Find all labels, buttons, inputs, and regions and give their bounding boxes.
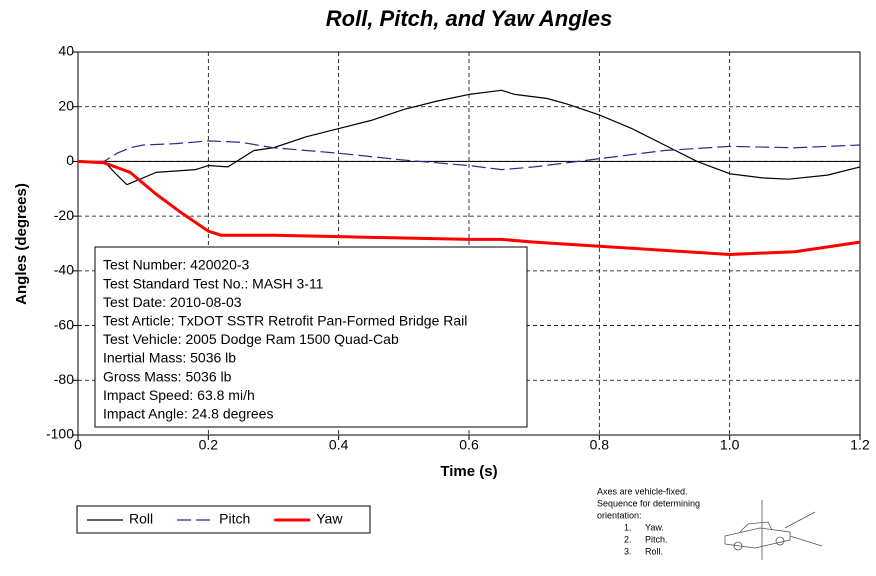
orientation-step: Roll.	[645, 546, 663, 556]
series-line	[77, 159, 861, 256]
info-line: Test Article: TxDOT SSTR Retrofit Pan-Fo…	[103, 313, 467, 329]
y-tick-label: 40	[58, 43, 74, 59]
orientation-note: Sequence for determining	[597, 498, 700, 508]
chart-title: Roll, Pitch, and Yaw Angles	[326, 6, 612, 31]
y-tick-label: 20	[58, 97, 74, 113]
info-line: Test Date: 2010-08-03	[103, 294, 242, 310]
y-tick-label: -40	[54, 262, 74, 278]
info-line: Inertial Mass: 5036 lb	[103, 350, 236, 366]
y-tick-label: -100	[46, 426, 74, 442]
legend-box	[76, 505, 371, 534]
x-tick-label: 0.4	[329, 437, 349, 453]
x-tick-label: 0.6	[459, 437, 479, 453]
orientation-step: Yaw.	[645, 522, 664, 532]
x-tick-label: 1.2	[850, 437, 870, 453]
y-tick-label: -60	[54, 316, 74, 332]
orientation-step-number: 3.	[624, 546, 632, 556]
x-tick-label: 0.8	[590, 437, 610, 453]
info-line: Gross Mass: 5036 lb	[103, 368, 232, 384]
orientation-step: Pitch.	[645, 534, 668, 544]
legend-label: Yaw	[316, 511, 343, 527]
x-tick-label: 1.0	[720, 437, 740, 453]
orientation-step-number: 2.	[624, 534, 632, 544]
x-tick-label: 0.2	[199, 437, 219, 453]
orientation-note: orientation:	[597, 510, 642, 520]
y-axis-label: Angles (degrees)	[13, 183, 30, 305]
y-tick-label: -20	[54, 207, 74, 223]
legend-label: Roll	[129, 511, 153, 527]
info-box	[94, 246, 528, 428]
info-line: Impact Angle: 24.8 degrees	[103, 406, 273, 422]
legend-label: Pitch	[219, 511, 250, 527]
y-tick-label: 0	[66, 152, 74, 168]
info-line: Test Vehicle: 2005 Dodge Ram 1500 Quad-C…	[103, 331, 399, 347]
info-line: Test Number: 420020-3	[103, 257, 250, 273]
info-line: Impact Speed: 63.8 mi/h	[103, 387, 255, 403]
y-tick-label: -80	[54, 371, 74, 387]
x-axis-label: Time (s)	[440, 463, 497, 480]
series-line	[78, 89, 861, 186]
series-line	[78, 140, 861, 171]
orientation-step-number: 1.	[624, 522, 632, 532]
vehicle-diagram	[724, 500, 823, 560]
orientation-note: Axes are vehicle-fixed.	[597, 486, 688, 496]
info-line: Test Standard Test No.: MASH 3-11	[103, 275, 324, 291]
x-tick-label: 0	[74, 437, 82, 453]
